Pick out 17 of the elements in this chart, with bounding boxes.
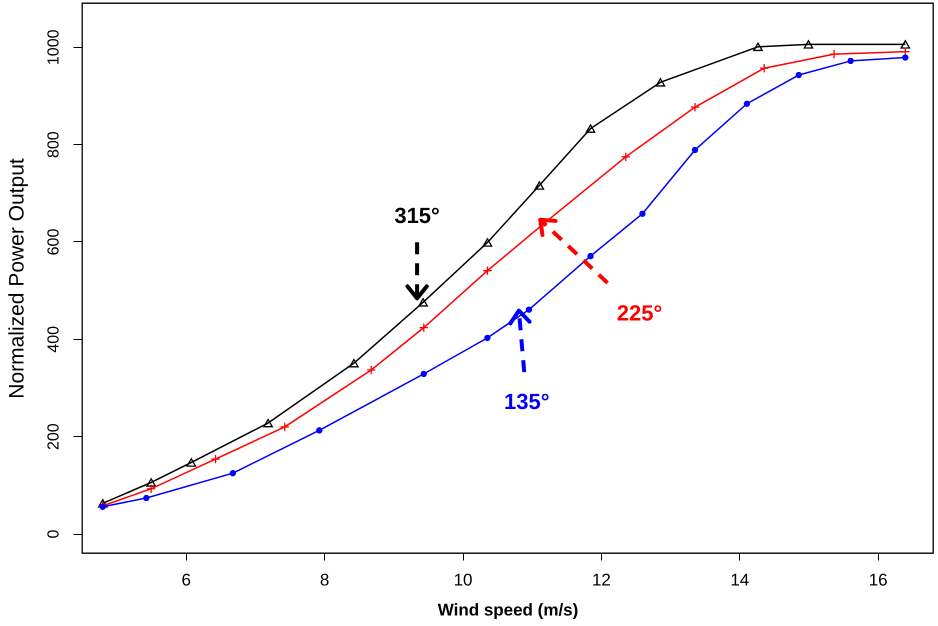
x-axis-title: Wind speed (m/s) bbox=[438, 600, 578, 620]
y-tick-label: 600 bbox=[46, 228, 62, 256]
y-tick-label: 0 bbox=[46, 529, 62, 538]
y-tick-label: 1000 bbox=[46, 29, 62, 66]
y-tick-label: 800 bbox=[46, 131, 62, 158]
x-tick-label: 6 bbox=[182, 570, 192, 590]
y-axis-title: Normalized Power Output bbox=[6, 158, 28, 399]
x-tick-label: 14 bbox=[730, 570, 750, 590]
y-tick-label: 400 bbox=[46, 326, 62, 353]
x-tick-label: 12 bbox=[592, 570, 611, 590]
annotation: 225° bbox=[616, 300, 662, 326]
x-tick-label: 10 bbox=[454, 570, 472, 590]
annotation: 135° bbox=[504, 389, 550, 414]
x-tick-label: 8 bbox=[320, 570, 330, 590]
y-tick-label: 200 bbox=[46, 423, 62, 450]
annotation: 315° bbox=[394, 202, 440, 228]
x-tick-label: 16 bbox=[868, 570, 888, 590]
